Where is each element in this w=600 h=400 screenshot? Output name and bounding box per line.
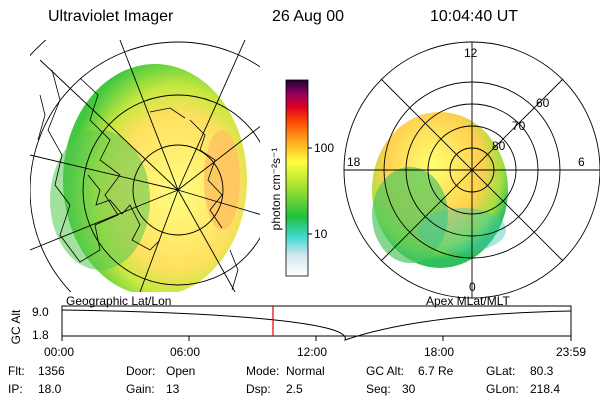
info-mode-value: Normal xyxy=(286,364,325,378)
info-glat-label: GLat: xyxy=(486,364,516,378)
date-label: 26 Aug 00 xyxy=(272,8,345,25)
mlt-label-right: 6 xyxy=(578,155,585,169)
info-ip-label: IP: xyxy=(8,382,23,396)
altitude-ytick-low: 1.8 xyxy=(32,328,49,342)
info-door-label: Door: xyxy=(126,364,156,378)
uv-low-region xyxy=(50,130,150,270)
altitude-ytick-high: 9.0 xyxy=(32,305,49,319)
altitude-xtick-0600: 06:00 xyxy=(170,345,201,359)
instrument-title: Ultraviolet Imager xyxy=(48,8,174,25)
mlat-label-80: 80 xyxy=(492,139,506,153)
altitude-plot-frame xyxy=(61,305,572,337)
coastlines xyxy=(37,69,239,291)
altitude-xtick-1800: 18:00 xyxy=(424,345,455,359)
mlat-label-70: 70 xyxy=(512,119,526,133)
colorbar-label-100: 100 xyxy=(314,141,335,155)
altitude-xtick-1200: 12:00 xyxy=(297,345,328,359)
mlt-label-left: 18 xyxy=(347,155,361,169)
lat-circles xyxy=(30,40,260,292)
mlat-mlt-polar-plot xyxy=(343,41,600,299)
info-glon-label: GLon: xyxy=(486,382,519,396)
info-seq-value: 30 xyxy=(402,382,416,396)
altitude-ylabel: GC Alt xyxy=(9,309,23,345)
info-gain-label: Gain: xyxy=(126,382,155,396)
info-dsp-label: Dsp: xyxy=(246,382,271,396)
altitude-xtick-0000: 00:00 xyxy=(44,345,75,359)
altitude-curve xyxy=(61,309,572,341)
info-gcalt-label: GC Alt: xyxy=(366,364,405,378)
altitude-plot xyxy=(61,305,572,341)
mlat-label-60: 60 xyxy=(536,96,550,110)
colorbar xyxy=(285,79,312,277)
colorbar-gradient xyxy=(285,79,309,277)
info-door-value: Open xyxy=(166,364,196,378)
info-gain-value: 13 xyxy=(166,382,180,396)
mlt-label-bottom: 0 xyxy=(469,280,476,294)
colorbar-unit-label: photon cm⁻²s⁻¹ xyxy=(269,147,283,231)
auroral-night-region xyxy=(418,208,506,252)
lon-lines xyxy=(30,40,260,292)
altitude-x-ticks xyxy=(61,336,572,341)
apex-caption: Apex MLat/MLT xyxy=(426,294,510,308)
geographic-map xyxy=(30,40,260,292)
info-flt-value: 1356 xyxy=(38,364,65,378)
info-dsp-value: 2.5 xyxy=(286,382,303,396)
time-label: 10:04:40 UT xyxy=(430,8,519,25)
altitude-xtick-2359: 23:59 xyxy=(556,345,587,359)
info-seq-label: Seq: xyxy=(366,382,391,396)
auroral-dawn-region xyxy=(372,167,448,263)
info-gcalt-value: 6.7 Re xyxy=(418,364,454,378)
info-glat-value: 80.3 xyxy=(530,364,554,378)
colorbar-label-10: 10 xyxy=(314,227,328,241)
mlt-lines xyxy=(344,42,600,298)
info-mode-label: Mode: xyxy=(246,364,280,378)
info-ip-value: 18.0 xyxy=(38,382,62,396)
geographic-caption: Geographic Lat/Lon xyxy=(66,294,172,308)
info-glon-value: 218.4 xyxy=(530,382,561,396)
info-flt-label: Flt: xyxy=(8,364,25,378)
mlt-label-top: 12 xyxy=(464,46,478,60)
